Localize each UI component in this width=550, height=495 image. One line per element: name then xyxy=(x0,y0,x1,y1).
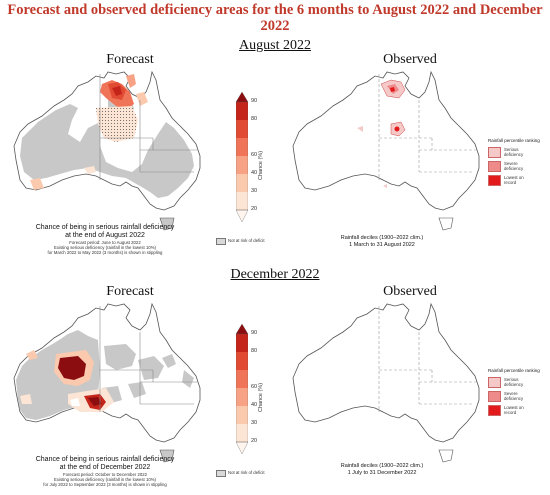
colorbar-december xyxy=(236,324,248,455)
forecast-caption-december: Chance of being in serious rainfall defi… xyxy=(0,456,210,487)
colorbar-tick-30: 30 xyxy=(251,188,258,194)
observed-caption-line2: 1 March to 31 August 2022 xyxy=(349,242,415,248)
rank-item-lowest: Lowest on record xyxy=(488,175,548,186)
rank-item-severe: Severe deficiency xyxy=(488,161,548,172)
colorbar-tick-60: 60 xyxy=(251,152,258,158)
forecast-map-august xyxy=(13,71,201,231)
rank-legend-title: Rainfall percentile ranking xyxy=(488,368,540,373)
colorbar-tick-90: 90 xyxy=(251,98,258,104)
forecast-title-december: Forecast xyxy=(106,284,154,299)
observed-map-august xyxy=(292,71,480,231)
rank-item-serious: Serious deficiency xyxy=(488,377,548,388)
colorbar-tick-20: 20 xyxy=(251,438,258,444)
caption-main-line2: at the end of August 2022 xyxy=(65,232,145,239)
colorbar-tick-30: 30 xyxy=(251,420,258,426)
rank-label: record xyxy=(504,180,517,185)
observed-title-august: Observed xyxy=(383,52,437,67)
rank-label: deficiency xyxy=(504,166,524,171)
not-at-risk-label: Not at risk of deficit xyxy=(228,238,265,243)
colorbar-tick-40: 40 xyxy=(251,402,258,408)
not-at-risk-swatch xyxy=(216,238,226,245)
caption-main-line1: Chance of being in serious rainfall defi… xyxy=(35,456,175,463)
rank-label: deficiency xyxy=(504,396,524,401)
observed-caption-line2: 1 July to 31 December 2022 xyxy=(347,470,417,476)
caption-sub-line1: Forecast period: October to December 202… xyxy=(62,472,148,477)
forecast-caption-august: Chance of being in serious rainfall defi… xyxy=(0,224,210,255)
section-title-august: August 2022 xyxy=(239,38,311,53)
caption-sub-line3: for July 2022 to September 2022 (3 month… xyxy=(43,482,167,487)
not-at-risk-label: Not at risk of deficit xyxy=(228,470,265,475)
rank-label: Severe xyxy=(504,161,518,166)
rank-swatch-lowest xyxy=(488,175,501,186)
colorbar-label: Chance (%) xyxy=(258,382,264,412)
rank-label: record xyxy=(504,410,517,415)
rank-legend-december: Rainfall percentile ranking Serious defic… xyxy=(488,368,548,419)
colorbar-tick-90: 90 xyxy=(251,330,258,336)
forecast-map-december xyxy=(13,303,201,463)
colorbar-tick-80: 80 xyxy=(251,116,258,122)
colorbar-tick-80: 80 xyxy=(251,348,258,354)
colorbar-tick-60: 60 xyxy=(251,384,258,390)
observed-title-december: Observed xyxy=(383,284,437,299)
observed-caption-august: Rainfall deciles (1900–2022 clim.) 1 Mar… xyxy=(282,235,482,249)
rank-label: Serious xyxy=(504,147,519,152)
observed-caption-line1: Rainfall deciles (1900–2022 clim.) xyxy=(340,463,424,469)
forecast-title-august: Forecast xyxy=(106,52,154,67)
observed-caption-line1: Rainfall deciles (1900–2022 clim.) xyxy=(340,235,424,241)
rank-swatch-severe xyxy=(488,161,501,172)
rank-swatch-lowest xyxy=(488,405,501,416)
caption-main-line1: Chance of being in serious rainfall defi… xyxy=(35,224,175,231)
rank-item-severe: Severe deficiency xyxy=(488,391,548,402)
not-at-risk-swatch xyxy=(216,470,226,477)
colorbar-label: Chance (%) xyxy=(258,150,264,180)
main-title: Forecast and observed deficiency areas f… xyxy=(7,2,543,34)
section-title-december: December 2022 xyxy=(230,267,320,282)
observed-caption-december: Rainfall deciles (1900–2022 clim.) 1 Jul… xyxy=(282,463,482,477)
colorbar-tick-40: 40 xyxy=(251,170,258,176)
rank-legend-august: Rainfall percentile ranking Serious defic… xyxy=(488,138,548,189)
rank-label: Severe xyxy=(504,391,518,396)
rank-swatch-serious xyxy=(488,377,501,388)
caption-sub-line1: Forecast period: June to August 2022 xyxy=(69,240,141,245)
rank-legend-title: Rainfall percentile ranking xyxy=(488,138,540,143)
rank-swatch-serious xyxy=(488,147,501,158)
colorbar-august xyxy=(236,92,248,223)
observed-map-december xyxy=(292,303,480,463)
caption-sub-line3: for March 2022 to May 2022 (3 months) is… xyxy=(47,250,163,255)
colorbar-tick-20: 20 xyxy=(251,206,258,212)
rank-label: Lowest on xyxy=(504,405,524,410)
caption-sub-line2: Existing serious deficiency (rainfall in… xyxy=(54,477,156,482)
rank-item-serious: Serious deficiency xyxy=(488,147,548,158)
rank-label: Lowest on xyxy=(504,175,524,180)
rank-item-lowest: Lowest on record xyxy=(488,405,548,416)
rank-label: Serious xyxy=(504,377,519,382)
rank-label: deficiency xyxy=(504,152,524,157)
caption-main-line2: at the end of December 2022 xyxy=(59,464,151,471)
caption-sub-line2: Existing serious deficiency (rainfall in… xyxy=(54,245,156,250)
rank-swatch-severe xyxy=(488,391,501,402)
rank-label: deficiency xyxy=(504,382,524,387)
